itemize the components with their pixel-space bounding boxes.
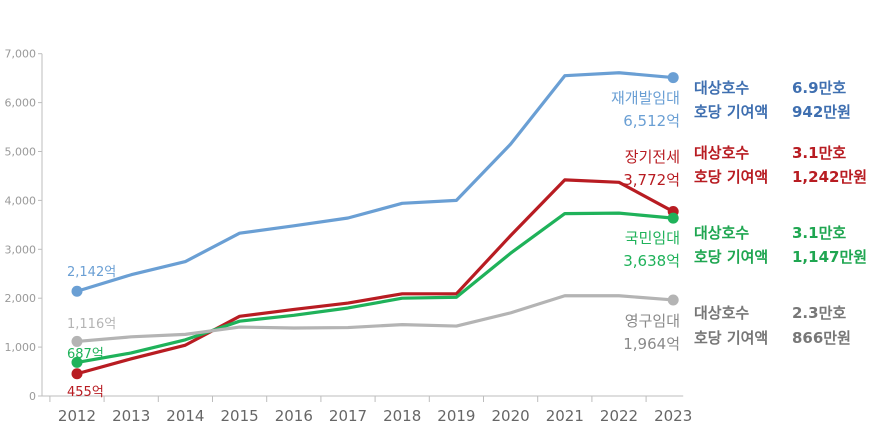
series-line: [75, 178, 675, 376]
info-key-label: 호당 기여액: [694, 248, 768, 266]
end-point-marker: [667, 72, 679, 84]
end-value-label: 3,772억: [623, 171, 680, 189]
x-tick-label: 2021: [546, 407, 584, 425]
end-value-label: 6,512억: [623, 112, 680, 130]
series-lines: [71, 71, 679, 380]
start-value-label: 2,142억: [67, 265, 116, 280]
y-tick-label: 5,000: [5, 146, 37, 159]
x-tick-label: 2018: [383, 407, 421, 425]
end-point-marker: [667, 294, 679, 306]
info-key-label: 대상호수: [694, 224, 749, 242]
x-tick-label: 2015: [221, 407, 259, 425]
info-value-label: 1,242만원: [792, 168, 867, 186]
x-tick-label: 2023: [654, 407, 692, 425]
info-key-label: 대상호수: [694, 304, 749, 322]
start-point-marker: [71, 356, 83, 368]
y-tick-label: 3,000: [5, 243, 37, 256]
x-tick-label: 2022: [600, 407, 638, 425]
info-key-label: 대상호수: [694, 79, 749, 97]
start-point-marker: [71, 368, 83, 380]
y-tick-label: 6,000: [5, 97, 37, 110]
x-tick-label: 2012: [58, 407, 96, 425]
start-value-label: 687억: [67, 347, 104, 362]
y-tick-label: 7,000: [5, 48, 37, 61]
series-name-label: 국민임대: [625, 229, 680, 247]
info-value-label: 3.1만호: [792, 144, 846, 162]
y-tick-label: 1,000: [5, 341, 37, 354]
x-tick-label: 2016: [275, 407, 313, 425]
series-name-label: 장기전세: [625, 148, 680, 166]
x-tick-label: 2013: [112, 407, 150, 425]
axes: 0 1,000 2,000 3,000 4,000 5,000 6,000 7,000 2012…: [5, 48, 693, 425]
series-name-label: 영구임대: [625, 312, 680, 330]
end-point-marker: [667, 212, 679, 224]
end-value-label: 3,638억: [623, 252, 680, 270]
info-value-label: 6.9만호: [792, 79, 846, 97]
x-tick-label: 2019: [437, 407, 475, 425]
start-point-marker: [71, 335, 83, 347]
info-value-label: 942만원: [792, 103, 851, 121]
start-value-label: 455억: [67, 385, 104, 400]
y-tick-label: 4,000: [5, 194, 37, 207]
x-tick-label: 2017: [329, 407, 367, 425]
start-point-marker: [71, 285, 83, 297]
x-tick-label: 2020: [492, 407, 530, 425]
start-value-label: 1,116억: [67, 317, 116, 332]
end-value-label: 1,964억: [623, 335, 680, 353]
y-tick-label: 2,000: [5, 292, 37, 305]
x-tick-label: 2014: [166, 407, 204, 425]
info-key-label: 호당 기여액: [694, 168, 768, 186]
info-value-label: 1,147만원: [792, 248, 867, 266]
info-value-label: 3.1만호: [792, 224, 846, 242]
series-name-label: 재개발임대: [611, 89, 680, 107]
series-line: [75, 71, 675, 293]
info-value-label: 2.3만호: [792, 304, 846, 322]
y-tick-label: 0: [29, 390, 36, 403]
info-value-label: 866만원: [792, 329, 851, 347]
series-line: [75, 294, 675, 344]
info-key-label: 호당 기여액: [694, 329, 768, 347]
info-key-label: 호당 기여액: [694, 103, 768, 121]
series-line: [75, 211, 675, 365]
info-key-label: 대상호수: [694, 144, 749, 162]
